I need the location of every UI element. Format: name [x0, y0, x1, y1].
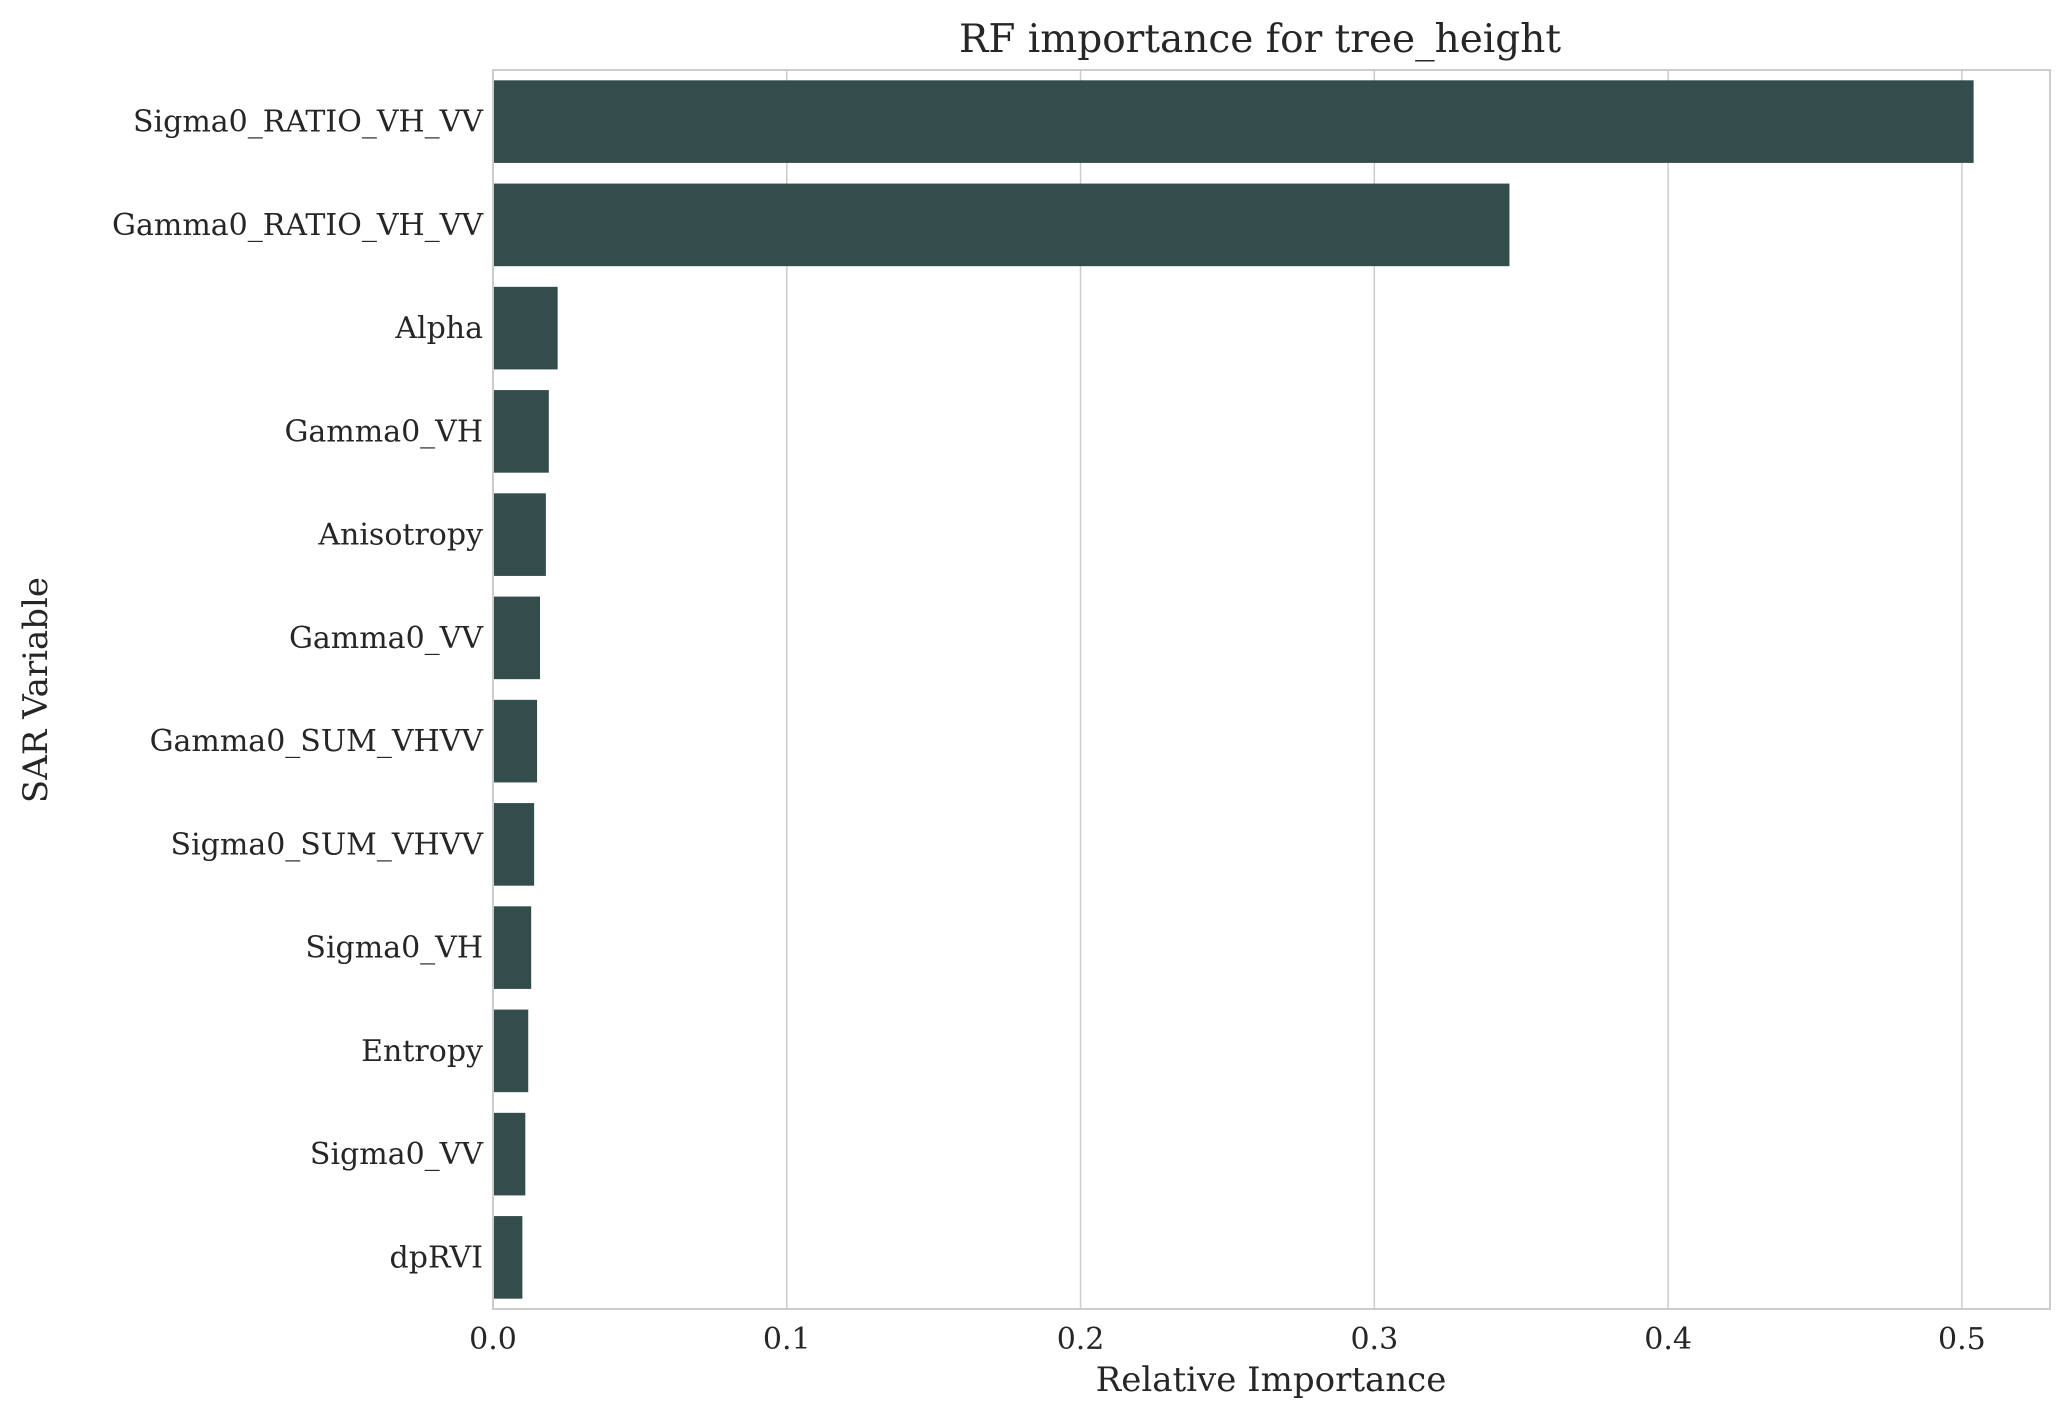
x-axis-label: Relative Importance: [1096, 1360, 1447, 1400]
x-tick-label: 0.4: [1644, 1322, 1692, 1357]
y-tick-label: Sigma0_VH: [305, 931, 483, 966]
bar: [493, 80, 1974, 163]
x-tick-label: 0.1: [763, 1322, 811, 1357]
x-tick-label: 0.5: [1938, 1322, 1986, 1357]
y-axis-label: SAR Variable: [16, 577, 56, 803]
x-tick-label: 0.0: [469, 1322, 517, 1357]
y-tick-label: Gamma0_RATIO_VH_VV: [112, 208, 484, 243]
bar: [493, 493, 546, 576]
y-tick-label: Entropy: [361, 1034, 483, 1069]
chart-title: RF importance for tree_height: [959, 17, 1561, 62]
x-tick-label: 0.2: [1057, 1322, 1105, 1357]
bar: [493, 1112, 526, 1196]
bar: [493, 1216, 523, 1299]
y-tick-label: Sigma0_VV: [310, 1137, 484, 1172]
y-tick-label: Alpha: [394, 311, 483, 346]
plot-frame: [492, 69, 2051, 1310]
y-tick-label: Anisotropy: [317, 518, 483, 553]
y-tick-labels: Sigma0_RATIO_VH_VV Gamma0_RATIO_VH_VV Alph…: [112, 105, 484, 1276]
bar: [493, 596, 541, 680]
bar: [493, 286, 558, 370]
bar: [493, 906, 532, 989]
y-tick-label: Gamma0_SUM_VHVV: [150, 724, 485, 759]
y-tick-label: Sigma0_RATIO_VH_VV: [133, 105, 484, 140]
bar: [493, 1009, 529, 1093]
y-tick-label: dpRVI: [390, 1240, 483, 1275]
x-tick-labels: 0.0 0.1 0.2 0.3 0.4 0.5: [469, 1322, 1986, 1357]
grid-lines: [786, 70, 1963, 1309]
x-tick-label: 0.3: [1350, 1322, 1398, 1357]
bar: [493, 699, 538, 783]
bar: [493, 803, 535, 886]
y-tick-label: Gamma0_VH: [284, 414, 483, 449]
y-tick-label: Gamma0_VV: [289, 621, 484, 656]
bars: [493, 80, 1974, 1299]
y-tick-label: Sigma0_SUM_VHVV: [171, 827, 485, 862]
bar: [493, 183, 1510, 267]
bar: [493, 390, 549, 473]
